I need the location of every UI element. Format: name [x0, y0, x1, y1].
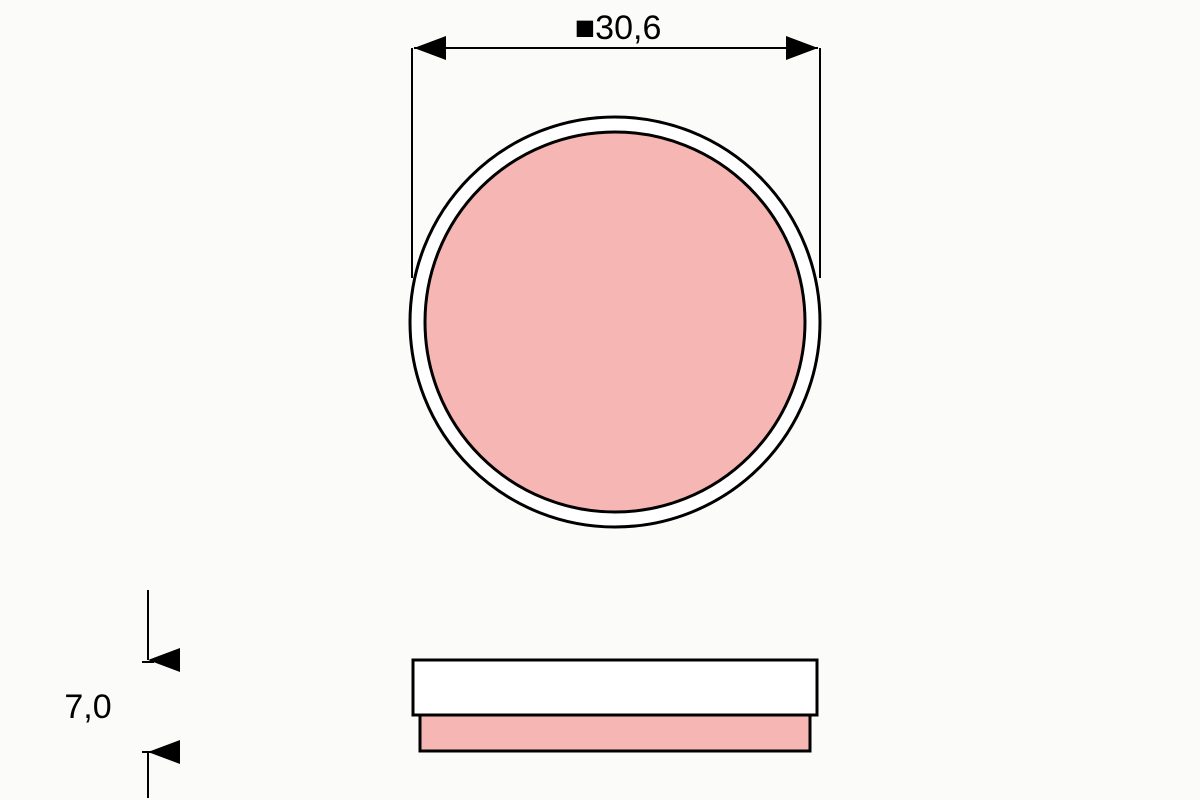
inner-circle — [425, 132, 805, 512]
body-rect — [420, 715, 810, 751]
side-view — [413, 660, 817, 751]
height-dimension: 7,0 — [64, 590, 154, 798]
height-label: 7,0 — [64, 688, 111, 726]
lid-rect — [413, 660, 817, 715]
width-label: ■30,6 — [575, 9, 662, 47]
top-view — [410, 117, 820, 527]
technical-drawing-canvas: ■30,6 7,0 — [0, 0, 1200, 800]
